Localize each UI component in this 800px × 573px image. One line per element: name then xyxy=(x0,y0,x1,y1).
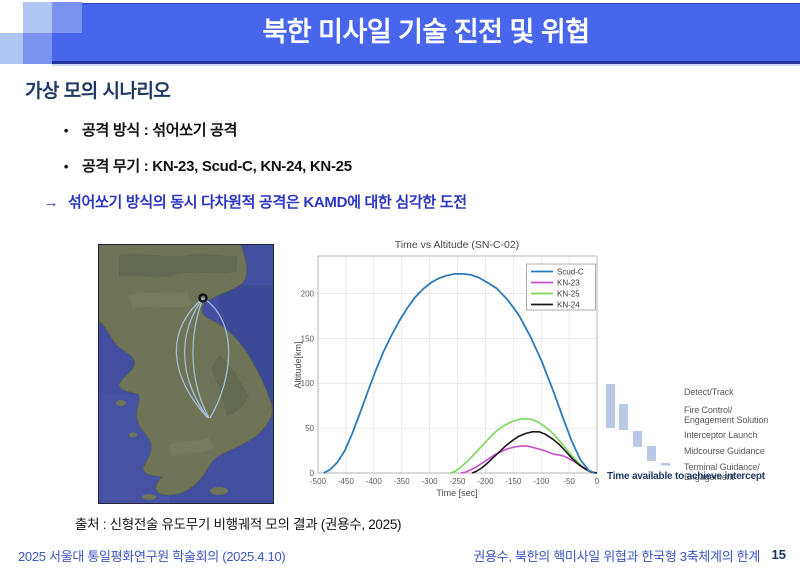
altitude-chart-svg: -500 -450 -400 -350 -300 -250 -200 -150 -100 -50 0… xyxy=(293,239,600,498)
waterfall-bar xyxy=(647,446,656,461)
y-axis-label: Altitude[km] xyxy=(293,341,303,388)
waterfall-bar xyxy=(619,404,628,430)
x-tick-label: -350 xyxy=(394,477,411,486)
x-tick-label: -200 xyxy=(477,477,494,486)
bullet-text: 공격 무기 : KN-23, Scud-C, KN-24, KN-25 xyxy=(82,158,352,175)
phase-label-terminal: Terminal Guidance/ Engagement xyxy=(684,462,760,482)
legend-label: KN-25 xyxy=(557,289,580,298)
map-island xyxy=(142,494,156,500)
series-KN-24 xyxy=(471,431,598,474)
x-tick-label: -250 xyxy=(449,477,466,486)
bullet-text: 섞어쏘기 방식의 동시 다차원적 공격은 KAMD에 대한 심각한 도전 xyxy=(68,194,467,211)
series-Scud-C xyxy=(323,273,595,474)
chart-title: Time vs Altitude (SN-C-02) xyxy=(395,239,519,251)
map-island xyxy=(116,400,126,406)
y-tick-label: 200 xyxy=(301,289,315,298)
series-KN-25 xyxy=(449,418,598,474)
bullet-item: • 공격 무기 : KN-23, Scud-C, KN-24, KN-25 xyxy=(0,156,760,178)
waterfall-caption: Time available to achieve intercept xyxy=(607,471,765,482)
phase-label-detect: Detect/Track xyxy=(684,387,734,397)
map-island xyxy=(129,432,137,438)
phase-label-interceptor-launch: Interceptor Launch xyxy=(684,430,758,440)
legend-label: Scud-C xyxy=(557,267,584,276)
x-axis-label: Time [sec] xyxy=(436,488,477,498)
waterfall-bars xyxy=(606,384,670,466)
corner-square-medium xyxy=(23,33,52,64)
footer-paper-title: 권용수, 북한의 핵미사일 위협과 한국형 3축체계의 한계 xyxy=(473,549,760,564)
y-tick-label: 0 xyxy=(310,469,315,478)
legend-label: KN-23 xyxy=(557,278,580,287)
x-tick-label: -50 xyxy=(563,477,575,486)
map-terrain-light xyxy=(129,291,213,457)
chart-tick-labels: -500 -450 -400 -350 -300 -250 -200 -150 -100 -50 0… xyxy=(301,289,600,486)
page-number: 15 xyxy=(771,547,786,562)
waterfall-bar xyxy=(633,431,642,447)
x-tick-label: -150 xyxy=(505,477,522,486)
x-tick-label: -300 xyxy=(422,477,439,486)
waterfall-bar xyxy=(606,384,615,428)
y-tick-label: 150 xyxy=(301,334,315,343)
waterfall-svg xyxy=(606,384,670,466)
x-tick-label: -400 xyxy=(366,477,383,486)
intercept-phase-waterfall xyxy=(600,376,690,468)
bullet-dot: • xyxy=(63,123,69,138)
arrow-icon: → xyxy=(43,194,59,211)
bullet-dot: • xyxy=(63,159,69,174)
page-title: 북한 미사일 기술 진전 및 위협 xyxy=(262,17,590,47)
bullet-text: 공격 방식 : 섞어쏘기 공격 xyxy=(82,122,238,139)
altitude-chart: -500 -450 -400 -350 -300 -250 -200 -150 -100 -50 0… xyxy=(293,237,618,502)
source-citation: 출처 : 신형전술 유도무기 비행궤적 모의 결과 (권용수, 2025) xyxy=(75,517,402,532)
x-tick-label: -450 xyxy=(338,477,355,486)
map-svg xyxy=(98,244,273,503)
legend-label: KN-24 xyxy=(557,300,580,309)
title-bar: 북한 미사일 기술 진전 및 위협 xyxy=(52,3,800,66)
y-tick-label: 50 xyxy=(305,424,314,433)
bullet-item-conclusion: → 섞어쏘기 방식의 동시 다차원적 공격은 KAMD에 대한 심각한 도전 xyxy=(0,192,760,214)
missile-trajectories xyxy=(175,297,230,419)
waterfall-bar xyxy=(661,463,670,466)
x-tick-label: -500 xyxy=(310,477,327,486)
x-tick-label: 0 xyxy=(595,477,600,486)
bullet-item: • 공격 방식 : 섞어쏘기 공격 xyxy=(0,120,760,142)
map-island xyxy=(210,487,228,495)
corner-square-medium xyxy=(52,2,82,33)
korea-satellite-map xyxy=(98,244,274,504)
footer-conference: 2025 서울대 통일평화연구원 학술회의 (2025.4.10) xyxy=(18,549,286,564)
corner-square-light xyxy=(0,33,23,64)
y-tick-label: 100 xyxy=(301,379,315,388)
map-terrain-shading xyxy=(119,253,249,417)
section-heading: 가상 모의 시나리오 xyxy=(25,81,171,102)
phase-label-fire-control: Fire Control/ Engagement Solution xyxy=(684,405,769,425)
x-tick-label: -100 xyxy=(533,477,550,486)
bullet-list: • 공격 방식 : 섞어쏘기 공격 • 공격 무기 : KN-23, Scud-… xyxy=(0,120,760,228)
corner-square-light xyxy=(23,2,52,33)
chart-legend: Scud-C KN-23 KN-25 KN-24 xyxy=(526,263,596,311)
chart-series xyxy=(323,273,598,474)
chart-grid xyxy=(317,255,598,474)
phase-label-midcourse: Midcourse Guidance xyxy=(684,446,765,456)
plot-border xyxy=(317,255,598,474)
launch-point-marker xyxy=(198,293,208,303)
